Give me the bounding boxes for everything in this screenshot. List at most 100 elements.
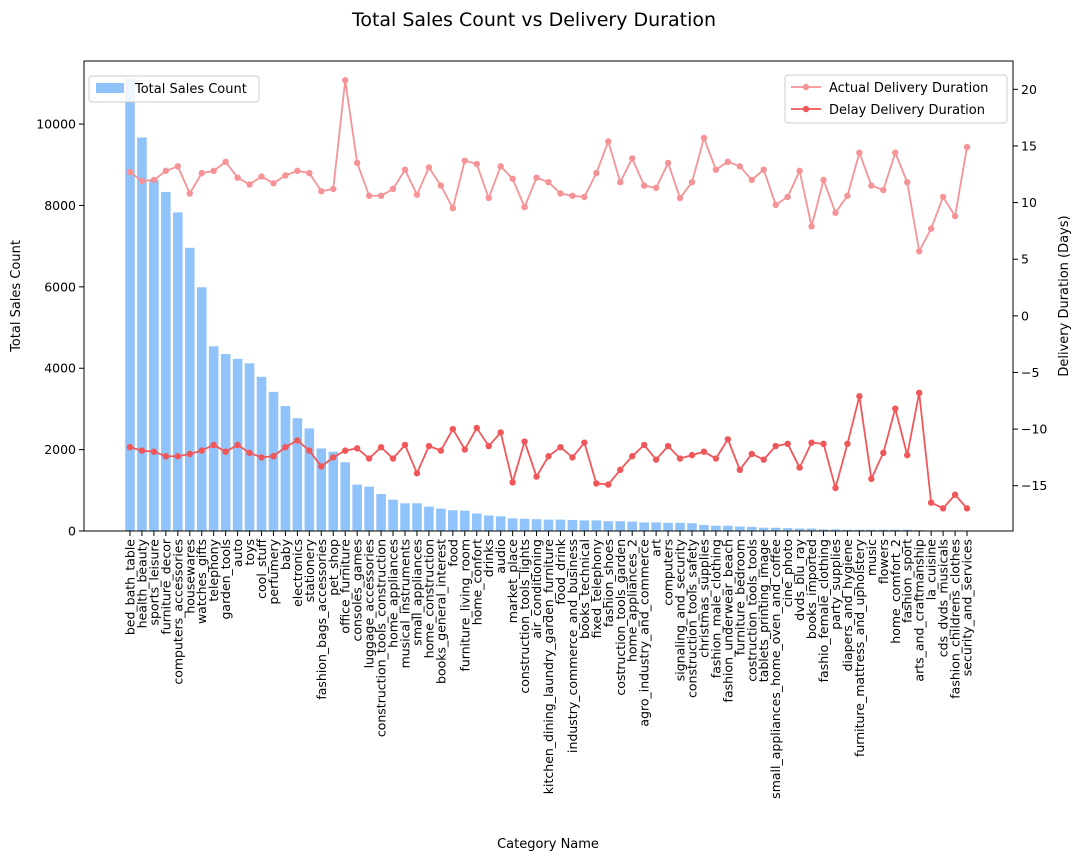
left-tick-label: 10000 <box>36 117 76 132</box>
right-tick-label: 10 <box>1021 195 1037 210</box>
delay-delivery-point <box>856 393 863 400</box>
x-tick-label: market_place <box>505 539 520 624</box>
x-tick-label: pet_shop <box>326 539 341 596</box>
actual-delivery-point <box>270 180 277 187</box>
bar <box>902 529 913 531</box>
right-tick-label: 0 <box>1021 308 1029 323</box>
actual-delivery-point <box>581 193 588 201</box>
bar <box>424 506 434 531</box>
delay-delivery-point <box>389 455 397 462</box>
bar <box>280 406 291 531</box>
x-tick-label: furniture_decor <box>158 538 173 634</box>
delay-delivery-point <box>258 454 265 461</box>
legend-left-box <box>88 75 260 103</box>
x-tick-label: baby <box>278 538 293 570</box>
delay-delivery-point <box>306 447 313 454</box>
bar <box>543 519 554 531</box>
delay-delivery-point <box>736 466 744 474</box>
x-tick-label: sports_leisure <box>146 539 161 626</box>
actual-delivery-point <box>533 174 540 181</box>
delay-delivery-point <box>294 437 301 444</box>
x-tick-label: fixed_telephony <box>589 538 604 638</box>
bar <box>448 510 458 531</box>
x-tick-label: furniture_mattress_and_upholstery <box>852 538 867 757</box>
delay-delivery-point <box>270 453 277 460</box>
actual-delivery-point <box>389 185 397 193</box>
actual-delivery-point <box>318 188 325 195</box>
x-tick-label: watches_gifts <box>194 539 209 624</box>
bar <box>328 451 339 531</box>
bar <box>412 503 422 531</box>
delay-delivery-point <box>234 441 241 449</box>
bar <box>782 528 793 531</box>
actual-delivery-point <box>150 176 158 184</box>
actual-delivery-point <box>892 149 899 156</box>
left-tick-label: 8000 <box>44 198 76 213</box>
x-tick-label: music <box>864 539 879 576</box>
delay-delivery-point <box>760 456 767 463</box>
bar <box>173 212 183 531</box>
x-tick-label: computers <box>661 539 676 606</box>
delay-delivery-point <box>342 447 349 454</box>
bar <box>460 510 470 531</box>
delay-delivery-point <box>318 463 325 470</box>
actual-delivery-point <box>126 168 134 176</box>
x-tick-label: kitchen_dining_laundry_garden_furniture <box>541 539 556 795</box>
actual-delivery-point <box>138 177 146 185</box>
delay-delivery-point <box>377 443 385 451</box>
bar <box>890 529 901 531</box>
x-tick-label: cds_dvds_musicals <box>936 539 951 657</box>
bar <box>854 529 865 531</box>
delay-delivery-point <box>832 484 839 492</box>
x-tick-label: diapers_and_hygiene <box>840 539 855 672</box>
delay-delivery-point <box>927 499 935 506</box>
x-tick-label: perfumery <box>266 538 281 604</box>
delay-delivery-point <box>246 449 253 457</box>
delay-delivery-point <box>545 453 552 460</box>
x-tick-label: food_drink <box>553 538 568 604</box>
x-tick-label: air_conditioning <box>529 539 544 639</box>
right-tick-label: 15 <box>1021 138 1037 153</box>
delay-delivery-point <box>617 466 624 474</box>
bar <box>244 363 255 531</box>
x-tick-label: art <box>649 539 664 557</box>
x-tick-label: small_appliances <box>409 539 424 646</box>
delay-delivery-point <box>365 455 373 462</box>
actual-delivery-point <box>796 167 803 175</box>
delay-delivery-point <box>892 405 899 412</box>
actual-delivery-point <box>748 176 755 184</box>
delay-delivery-point <box>629 453 636 460</box>
bar <box>292 418 303 531</box>
bar <box>735 526 745 531</box>
actual-delivery-point <box>772 201 779 209</box>
x-tick-label: musical_instruments <box>398 539 413 668</box>
bar <box>567 520 578 531</box>
actual-delivery-point <box>234 174 241 181</box>
x-tick-label: dvds_blu_ray <box>792 538 807 620</box>
actual-delivery-point <box>712 166 720 173</box>
delay-delivery-point <box>915 389 923 397</box>
x-tick-label: fashion_sport <box>900 539 915 623</box>
bar <box>866 529 877 531</box>
x-axis-label: Category Name <box>497 837 599 852</box>
delay-delivery-point <box>904 451 911 459</box>
delay-delivery-point <box>437 447 445 454</box>
x-tick-label: toys <box>242 539 257 565</box>
actual-line-layer <box>126 77 971 255</box>
delay-delivery-point <box>330 454 337 461</box>
bar <box>184 247 195 531</box>
delay-delivery-point <box>521 438 528 445</box>
bar <box>711 525 721 531</box>
actual-delivery-point <box>222 158 229 165</box>
delay-delivery-point <box>569 454 576 461</box>
bar <box>699 524 709 531</box>
delay-delivery-point <box>186 450 193 458</box>
x-tick-label: bed_bath_table <box>122 539 137 635</box>
bar <box>675 522 685 531</box>
x-tick-label: construction_tools_safety <box>684 538 699 698</box>
x-tick-label: consoles_games <box>350 539 365 642</box>
delay-delivery-point <box>688 451 696 459</box>
bar <box>507 518 518 531</box>
bar <box>842 529 853 531</box>
bar <box>531 519 542 531</box>
